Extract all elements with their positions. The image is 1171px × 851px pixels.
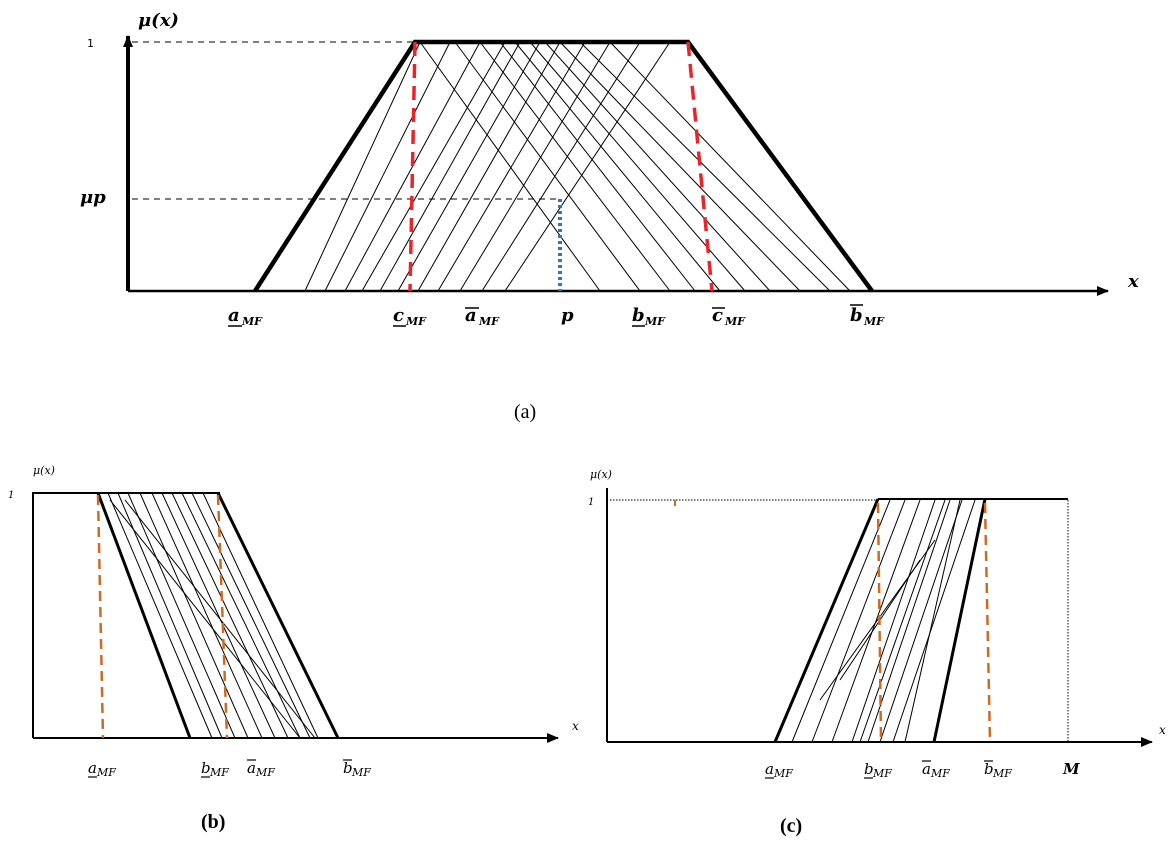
panel-c-family-lines xyxy=(791,499,976,743)
panel-a-x-label: x xyxy=(1127,271,1139,292)
panel-a-c-lower-dash xyxy=(408,41,417,292)
panel-b-family-lines xyxy=(107,492,319,739)
svg-text:a: a xyxy=(228,305,240,326)
panel-c-x-label: x xyxy=(1159,723,1166,737)
panel-a-c-upper-label: c MF xyxy=(712,305,746,328)
svg-text:c: c xyxy=(712,305,723,326)
svg-text:MF: MF xyxy=(872,767,892,780)
svg-text:MF: MF xyxy=(478,315,500,328)
svg-text:MF: MF xyxy=(255,766,275,779)
panel-c-b-lower-label: b MF xyxy=(864,760,892,780)
svg-text:a: a xyxy=(465,305,477,326)
panel-a: μ(x) x 1 μp a MF c MF a MF p b MF c MF xyxy=(80,10,1139,423)
panel-a-one-tick: 1 xyxy=(87,37,94,50)
svg-text:b: b xyxy=(343,759,353,777)
panel-c: μ(x) x 1 a MF b MF a MF b MF M (c) xyxy=(588,468,1166,837)
panel-a-a-upper-label: a MF xyxy=(465,305,500,328)
panel-a-b-upper-label: b MF xyxy=(850,304,885,328)
svg-text:MF: MF xyxy=(773,767,793,780)
svg-text:MF: MF xyxy=(351,766,371,779)
svg-text:MF: MF xyxy=(209,766,229,779)
panel-b-lower-bound-line xyxy=(96,492,192,739)
panel-a-c-upper-dash xyxy=(686,41,714,292)
svg-text:MF: MF xyxy=(724,315,746,328)
panel-c-b-lower-dash xyxy=(876,502,883,743)
panel-c-b-upper-dash xyxy=(983,502,992,743)
panel-b-b-lower-dash xyxy=(216,494,229,739)
panel-a-p-label: p xyxy=(561,305,574,326)
svg-text:MF: MF xyxy=(863,315,885,328)
panel-a-family-lines xyxy=(304,41,851,292)
panel-c-lower-bound-line xyxy=(773,498,880,743)
panel-a-mu-p-label: μp xyxy=(80,187,106,208)
svg-text:b: b xyxy=(984,760,994,778)
svg-text:MF: MF xyxy=(405,315,427,328)
svg-text:b: b xyxy=(201,759,211,777)
panel-c-one-tick: 1 xyxy=(588,497,594,508)
svg-text:a: a xyxy=(88,759,97,777)
panel-c-a-upper-label: a MF xyxy=(922,760,950,780)
panel-a-outer-trapezoid xyxy=(253,39,874,293)
svg-text:MF: MF xyxy=(992,767,1012,780)
panel-b-a-lower-dash xyxy=(96,494,105,739)
panel-b-b-lower-label: b MF xyxy=(201,759,229,779)
panel-c-a-lower-label: a MF xyxy=(765,760,793,780)
panel-a-c-lower-label: c MF xyxy=(393,305,427,328)
panel-b-b-upper-label: b MF xyxy=(343,759,371,779)
svg-text:MF: MF xyxy=(241,315,263,328)
panel-c-caption: (c) xyxy=(780,815,802,837)
panel-b-y-label: μ(x) xyxy=(33,464,55,477)
panel-a-b-lower-label: b MF xyxy=(632,305,666,328)
panel-b-caption: (b) xyxy=(201,811,225,833)
panel-b-a-upper-label: a MF xyxy=(247,759,275,779)
panel-c-m-label: M xyxy=(1062,760,1080,778)
svg-text:b: b xyxy=(850,305,863,326)
panel-b-a-lower-label: a MF xyxy=(88,759,116,779)
panel-c-b-upper-label: b MF xyxy=(984,760,1012,780)
svg-text:MF: MF xyxy=(644,315,666,328)
svg-text:a: a xyxy=(922,760,931,778)
panel-c-y-label: μ(x) xyxy=(590,468,612,481)
svg-text:b: b xyxy=(632,305,645,326)
svg-text:a: a xyxy=(765,760,774,778)
panel-a-y-label: μ(x) xyxy=(138,10,179,31)
svg-text:MF: MF xyxy=(96,766,116,779)
panel-b: μ(x) x 1 a MF b MF a MF b MF (b) xyxy=(8,464,579,833)
panel-a-a-lower-label: a MF xyxy=(228,305,263,328)
svg-text:c: c xyxy=(393,305,404,326)
svg-text:a: a xyxy=(247,759,256,777)
panel-b-one-tick: 1 xyxy=(8,490,14,501)
svg-text:b: b xyxy=(864,760,874,778)
panel-b-x-label: x xyxy=(572,719,579,733)
panel-a-caption: (a) xyxy=(514,401,536,423)
svg-text:MF: MF xyxy=(930,767,950,780)
panel-c-upper-bound-line xyxy=(932,498,987,743)
panel-b-upper-bound-line xyxy=(216,492,340,739)
